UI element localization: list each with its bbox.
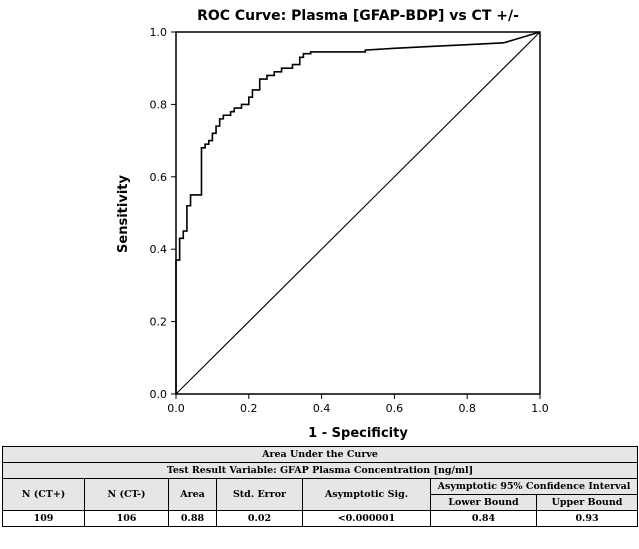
roc-curve-line [175, 31, 541, 394]
y-tick-label: 0.0 [150, 388, 168, 401]
table-header-row: N (CT+) N (CT-) Area Std. Error Asymptot… [2, 478, 639, 511]
y-axis-label: Sensitivity [116, 175, 131, 253]
auc-table: Area Under the Curve Test Result Variabl… [1, 446, 639, 527]
axis-ticks: 0.0 0.2 0.4 0.6 0.8 1.0 0.0 0.2 0.4 0.6 0.8 1.0 [150, 26, 549, 415]
cell-n-neg: 106 [84, 510, 169, 527]
x-tick-label: 0.6 [386, 402, 404, 415]
header-lower-bound: Lower Bound [430, 494, 537, 511]
roc-chart: ROC Curve: Plasma [GFAP-BDP] vs CT +/- 1… [116, 8, 549, 441]
header-area: Area [168, 478, 217, 511]
x-tick-label: 0.0 [167, 402, 185, 415]
cell-lower-bound: 0.84 [430, 510, 537, 527]
header-std-error: Std. Error [216, 478, 303, 511]
plot-frame [175, 31, 541, 395]
x-axis-label: 1 - Specificity [308, 426, 408, 441]
y-tick-label: 0.2 [150, 316, 168, 329]
table-subtitle-row: Test Result Variable: GFAP Plasma Concen… [1, 462, 639, 479]
cell-std-error: 0.02 [216, 510, 303, 527]
x-tick-label: 1.0 [531, 402, 549, 415]
table-title-row: Area Under the Curve [1, 446, 639, 463]
header-n-neg: N (CT-) [84, 478, 169, 511]
y-tick-label: 0.4 [150, 243, 168, 256]
reference-diagonal-line [175, 31, 541, 395]
header-asymptotic-sig: Asymptotic Sig. [302, 478, 431, 511]
chart-title: ROC Curve: Plasma [GFAP-BDP] vs CT +/- [197, 8, 519, 24]
y-tick-label: 1.0 [150, 26, 168, 39]
table-title: Area Under the Curve [1, 446, 639, 463]
series-layer [175, 31, 541, 395]
x-tick-label: 0.8 [458, 402, 476, 415]
cell-n-pos: 109 [2, 510, 85, 527]
cell-upper-bound: 0.93 [535, 510, 639, 527]
header-upper-bound: Upper Bound [535, 494, 639, 511]
header-n-pos: N (CT+) [2, 478, 85, 511]
x-tick-label: 0.2 [240, 402, 258, 415]
table-row: 109 106 0.88 0.02 <0.000001 0.84 0.93 [2, 510, 639, 527]
cell-area: 0.88 [168, 510, 217, 527]
x-tick-label: 0.4 [313, 402, 331, 415]
header-ci: Asymptotic 95% Confidence Interval [429, 478, 639, 495]
cell-asymptotic-sig: <0.000001 [302, 510, 431, 527]
y-tick-label: 0.6 [150, 171, 168, 184]
y-tick-label: 0.8 [150, 98, 168, 111]
table-subtitle: Test Result Variable: GFAP Plasma Concen… [1, 462, 639, 479]
